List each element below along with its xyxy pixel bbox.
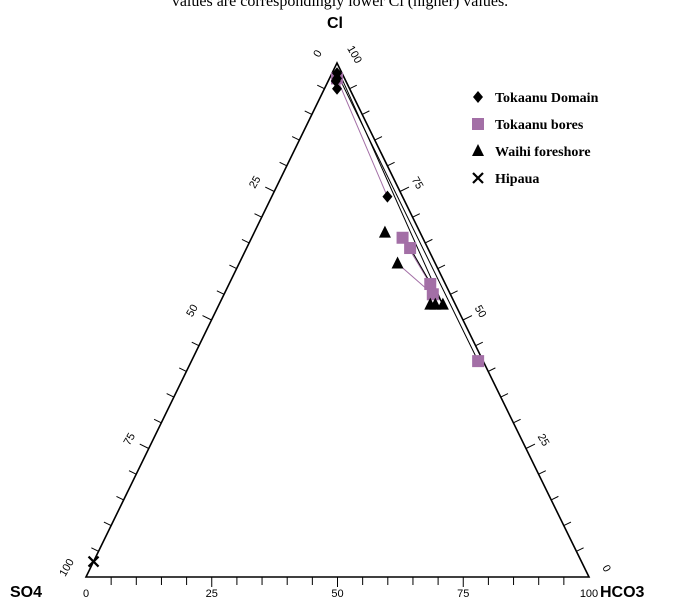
tick-mark-left [265, 186, 275, 192]
data-point-diamond [330, 74, 341, 87]
connector-line [336, 78, 388, 197]
legend-label: Tokaanu Domain [495, 91, 599, 106]
tick-mark-right [550, 495, 559, 501]
tick-label-left: 75 [122, 431, 139, 448]
legend-label: Tokaanu bores [495, 118, 584, 133]
tick-mark-right [361, 110, 370, 115]
data-point-diamond [382, 190, 393, 203]
data-point-triangle [436, 297, 449, 310]
tick-label-left: 25 [247, 174, 264, 191]
legend-marker-diamond [473, 91, 483, 103]
tick-mark-left [139, 443, 149, 449]
tick-label-bottom: 0 [83, 588, 89, 598]
tick-label-right: 25 [535, 432, 552, 449]
tick-mark-left [116, 495, 124, 501]
tick-mark-right [437, 264, 446, 270]
x-stroke [87, 555, 100, 568]
tick-label-left: 50 [184, 303, 201, 320]
tick-mark-left [317, 84, 325, 90]
tick-label-right: 50 [472, 303, 489, 320]
tick-mark-right [487, 367, 496, 372]
data-point-triangle [429, 297, 442, 310]
tick-mark-right [374, 136, 383, 141]
vertex-label-hco3: HCO3 [600, 584, 645, 598]
tick-label-bottom: 25 [206, 588, 218, 598]
legend-label: Waihi foreshore [495, 145, 591, 160]
tick-mark-left [304, 110, 313, 115]
tick-labels: 0 25 50 75 100 0 25 50 75 100 0 25 50 75 100 [57, 44, 613, 598]
tick-mark-left [241, 238, 250, 244]
tick-mark-left [279, 161, 288, 167]
tick-mark-left [202, 315, 212, 321]
tick-label-right: 0 [599, 563, 612, 574]
tick-mark-right [349, 84, 358, 90]
tick-label-left: 0 [311, 48, 324, 59]
connector-line [339, 73, 444, 305]
tick-mark-right [576, 547, 584, 552]
tick-label-bottom: 50 [331, 588, 343, 598]
tick-mark-left [216, 290, 225, 295]
data-point-diamond [332, 82, 343, 95]
tick-label-bottom: 75 [457, 588, 469, 598]
tick-mark-right [563, 521, 572, 527]
tick-mark-right [538, 470, 547, 475]
tick-mark-right [462, 315, 473, 321]
triangle-frame [84, 61, 591, 578]
top-caption: values are correspondingly lower Cl (hig… [172, 0, 508, 10]
tick-label-left: 100 [57, 557, 77, 579]
data-point-triangle [378, 225, 391, 238]
data-point-square [424, 278, 437, 291]
tick-mark-left [178, 367, 187, 372]
tick-mark-left [128, 470, 137, 475]
tick-label-right: 100 [344, 44, 364, 66]
tick-mark-left [166, 393, 175, 398]
tick-mark-left [291, 136, 300, 141]
vertex-label-cl: Cl [327, 15, 343, 32]
tick-mark-left [91, 547, 99, 552]
tick-mark-right [513, 418, 521, 424]
tick-mark-left [153, 418, 162, 424]
tick-mark-right [525, 443, 536, 449]
data-point-square [472, 355, 485, 368]
data-point-square [396, 231, 409, 244]
x-stroke [472, 172, 484, 184]
tick-label-right: 75 [409, 175, 426, 192]
data-point-square [426, 288, 439, 301]
connector-line [336, 73, 479, 362]
tick-mark-right [500, 393, 509, 398]
tick-marks [91, 84, 584, 587]
legend-marker-triangle [472, 144, 484, 156]
legend: Tokaanu Domain Tokaanu bores Waihi foresho… [472, 91, 599, 187]
tick-mark-right [475, 341, 484, 347]
tick-mark-right [387, 161, 395, 167]
tick-mark-left [229, 264, 237, 270]
tick-mark-left [191, 341, 200, 347]
tick-mark-right [399, 186, 410, 192]
vertex-label-so4: SO4 [10, 584, 42, 598]
tick-mark-right [450, 290, 458, 295]
data-point-x [87, 555, 100, 568]
legend-marker-x [472, 172, 484, 184]
data-point-triangle [391, 256, 404, 269]
tick-mark-right [412, 213, 421, 218]
legend-label: Hipaua [495, 172, 539, 187]
legend-marker-square [472, 118, 484, 130]
connector-lines [336, 73, 479, 362]
tick-mark-right [424, 238, 433, 244]
data-point-square [404, 242, 417, 255]
data-points [87, 67, 485, 568]
triangle-outline [84, 61, 591, 578]
tick-mark-left [254, 213, 262, 218]
tick-label-bottom: 100 [580, 588, 598, 598]
tick-mark-left [103, 521, 112, 527]
